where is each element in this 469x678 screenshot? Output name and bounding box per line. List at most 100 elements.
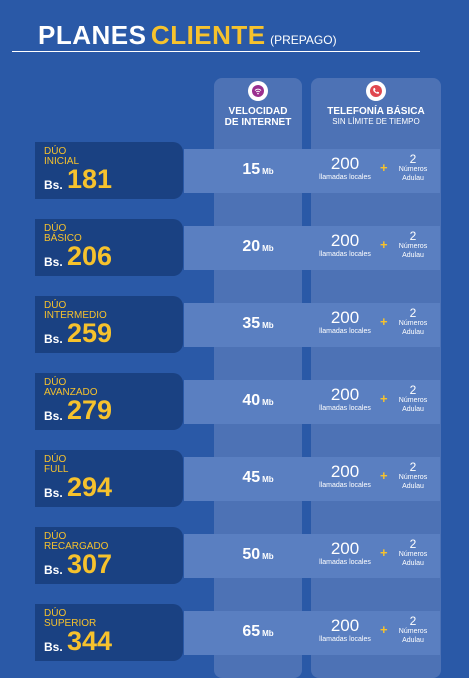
plan-type-label: DÚO [44,608,67,619]
plan-type-label: DÚO [44,377,67,388]
plan-telephony: 200 llamadas locales +2 Números Adulau [311,226,441,270]
speed-value: 35 [242,315,261,332]
numbers-sublabel: Adulau [402,406,424,413]
title-planes: PLANES [38,20,147,50]
numbers-count: 2 [409,614,417,628]
plan-card: DÚO INTERMEDIO Bs. 259 [35,296,183,353]
speed-value: 20 [242,238,261,255]
local-calls-label: llamadas locales [319,482,371,489]
speed-unit: Mb [262,629,274,638]
plan-price: 206 [67,241,113,271]
telephony-header-title: TELEFONÍA BÁSICA [327,106,425,117]
plus-icon: + [380,622,388,637]
plan-name-label: RECARGADO [44,541,109,552]
plan-currency: Bs. [44,332,63,346]
plan-row-band [184,303,440,347]
plan-name-label: FULL [44,464,69,475]
numbers-count: 2 [409,152,417,166]
plan-price: 307 [67,549,113,579]
speed-header-line1: VELOCIDAD [228,106,288,117]
plan-type-label: DÚO [44,146,67,157]
plan-price: 259 [67,318,113,348]
plan-card: DÚO AVANZADO Bs. 279 [35,373,183,430]
speed-header-line2: DE INTERNET [224,117,292,128]
local-calls-label: llamadas locales [319,174,371,181]
plan-telephony: 200 llamadas locales +2 Números Adulau [311,534,441,578]
local-calls-count: 200 [330,539,360,558]
plus-icon: + [380,545,388,560]
title-prepago: (PREPAGO) [270,33,337,47]
plan-telephony: 200 llamadas locales +2 Números Adulau [311,457,441,501]
plan-speed: 35 Mb [214,315,302,333]
local-calls-label: llamadas locales [319,328,371,335]
title-cliente: CLIENTE [150,20,266,50]
plan-telephony: 200 llamadas locales +2 Números Adulau [311,611,441,655]
plan-type-label: DÚO [44,300,67,311]
local-calls-count: 200 [330,385,360,404]
plan-currency: Bs. [44,563,63,577]
plan-row-band [184,611,440,655]
telephony-header: TELEFONÍA BÁSICA SIN LÍMITE DE TIEMPO [311,106,441,126]
speed-value: 40 [242,392,261,409]
plan-speed: 40 Mb [214,392,302,410]
speed-header: VELOCIDAD DE INTERNET [214,106,302,128]
page-title: PLANES CLIENTE (PREPAGO) [38,20,337,51]
numbers-label: Números [398,243,428,250]
plan-card: DÚO SUPERIOR Bs. 344 [35,604,183,661]
speed-value: 65 [242,623,261,640]
plan-row-band [184,149,440,193]
plan-name-label: INICIAL [44,156,80,167]
plus-icon: + [380,314,388,329]
local-calls-count: 200 [330,231,360,250]
speed-unit: Mb [262,321,274,330]
plan-card: DÚO INICIAL Bs. 181 [35,142,183,199]
plan-price: 279 [67,395,113,425]
plan-telephony: 200 llamadas locales +2 Números Adulau [311,149,441,193]
numbers-sublabel: Adulau [402,175,424,182]
wifi-icon [248,81,268,101]
plus-icon: + [380,237,388,252]
plan-row-band [184,457,440,501]
plus-icon: + [380,391,388,406]
local-calls-count: 200 [330,616,360,635]
plan-type-label: DÚO [44,454,67,465]
plan-type-label: DÚO [44,223,67,234]
plan-row-band [184,226,440,270]
speed-unit: Mb [262,167,274,176]
telephony-header-subtitle: SIN LÍMITE DE TIEMPO [332,117,420,126]
plan-card: DÚO FULL Bs. 294 [35,450,183,507]
numbers-count: 2 [409,460,417,474]
plan-speed: 65 Mb [214,623,302,641]
plan-row-band [184,380,440,424]
numbers-sublabel: Adulau [402,637,424,644]
numbers-label: Números [398,628,428,635]
local-calls-label: llamadas locales [319,251,371,258]
local-calls-count: 200 [330,308,360,327]
plan-speed: 50 Mb [214,546,302,564]
numbers-label: Números [398,166,428,173]
phone-icon [366,81,386,101]
local-calls-count: 200 [330,154,360,173]
plan-name-label: AVANZADO [44,387,98,398]
numbers-sublabel: Adulau [402,560,424,567]
plan-currency: Bs. [44,178,63,192]
numbers-label: Números [398,397,428,404]
speed-unit: Mb [262,475,274,484]
plan-name-label: INTERMEDIO [44,310,107,321]
plus-icon: + [380,160,388,175]
plan-currency: Bs. [44,640,63,654]
plan-type-label: DÚO [44,531,67,542]
numbers-count: 2 [409,383,417,397]
plan-speed: 20 Mb [214,238,302,256]
speed-value: 50 [242,546,261,563]
plan-name-label: SUPERIOR [44,618,97,629]
numbers-sublabel: Adulau [402,329,424,336]
local-calls-label: llamadas locales [319,559,371,566]
local-calls-count: 200 [330,462,360,481]
plan-speed: 15 Mb [214,161,302,179]
plan-currency: Bs. [44,255,63,269]
plan-currency: Bs. [44,409,63,423]
plan-price: 294 [67,472,113,502]
numbers-sublabel: Adulau [402,483,424,490]
local-calls-label: llamadas locales [319,636,371,643]
